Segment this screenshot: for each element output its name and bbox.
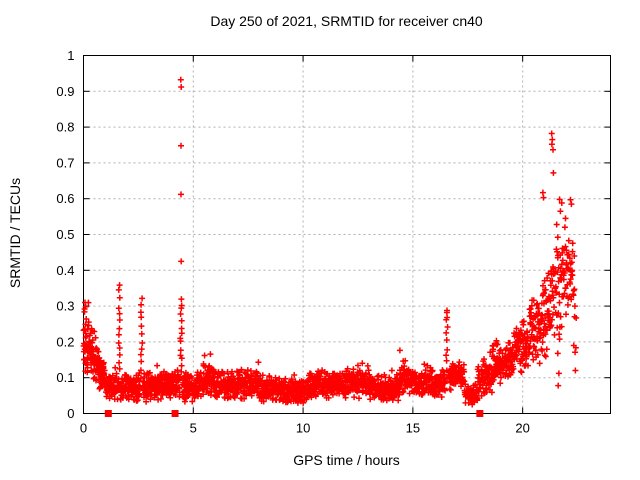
axis-square-marker xyxy=(476,410,484,417)
y-tick-label: 0.2 xyxy=(56,334,74,349)
x-axis-label: GPS time / hours xyxy=(293,452,400,468)
x-tick-label: 0 xyxy=(80,421,87,436)
y-tick-label: 0.8 xyxy=(56,120,74,135)
y-tick-label: 1 xyxy=(67,48,74,63)
chart-title: Day 250 of 2021, SRMTID for receiver cn4… xyxy=(210,13,483,29)
y-tick-label: 0.3 xyxy=(56,299,74,314)
y-tick-label: 0.9 xyxy=(56,84,74,99)
axis-square-marker xyxy=(104,410,112,417)
y-tick-label: 0.6 xyxy=(56,191,74,206)
y-tick-label: 0 xyxy=(67,406,74,421)
axis-square-marker xyxy=(171,410,179,417)
y-tick-label: 0.1 xyxy=(56,370,74,385)
y-tick-label: 0.7 xyxy=(56,155,74,170)
scatter-points xyxy=(80,76,580,408)
x-tick-label: 20 xyxy=(515,421,529,436)
x-tick-label: 15 xyxy=(406,421,420,436)
x-tick-label: 10 xyxy=(296,421,310,436)
y-tick-label: 0.5 xyxy=(56,227,74,242)
x-tick-label: 5 xyxy=(190,421,197,436)
y-tick-label: 0.4 xyxy=(56,263,74,278)
